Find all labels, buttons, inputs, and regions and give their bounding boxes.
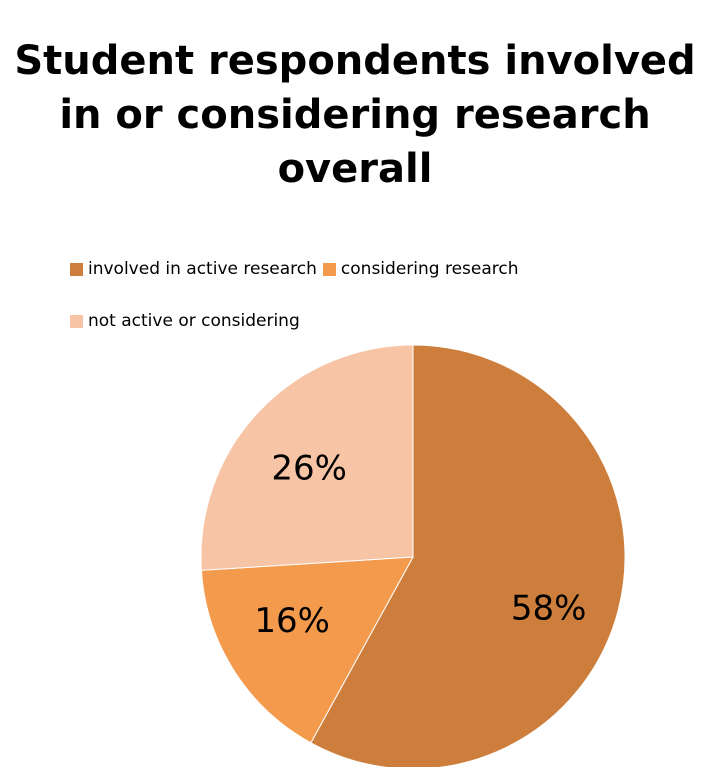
data-label-not-active: 26% (271, 449, 347, 489)
chart-title: Student respondents involved in or consi… (14, 38, 696, 192)
legend-item-not-active: not active or considering (70, 311, 300, 331)
legend-swatch-involved (70, 262, 83, 276)
legend-label-considering: considering research (340, 259, 519, 279)
pie-slice-considering (200, 556, 414, 744)
legend-item-considering: considering research (322, 259, 519, 279)
data-label-involved: 58% (511, 589, 587, 629)
legend-item-involved: involved in active research (70, 259, 317, 279)
legend-label-involved: involved in active research (88, 259, 317, 279)
legend-row-1: involved in active research considering … (70, 256, 670, 282)
legend-swatch-considering (322, 262, 336, 276)
pie-slice-involved (310, 344, 626, 767)
chart-legend: involved in active research considering … (70, 256, 670, 360)
legend-row-2: not active or considering (70, 308, 670, 334)
legend-swatch-not-active (70, 314, 83, 328)
legend-label-not-active: not active or considering (88, 311, 300, 331)
data-label-considering: 16% (254, 601, 330, 641)
pie-slice-not-active (200, 344, 414, 571)
